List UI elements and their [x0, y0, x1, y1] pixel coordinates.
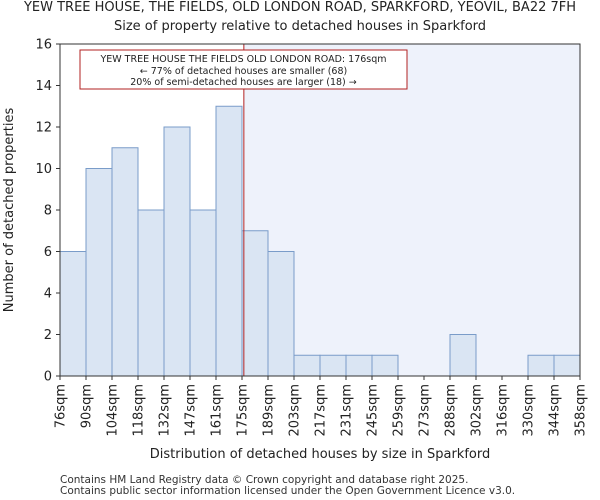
footer-line-2: Contains public sector information licen… — [60, 485, 516, 497]
y-axis: 0 2 4 6 8 10 12 14 16 — [35, 38, 60, 385]
x-tick-label-358sqm: 358sqm — [574, 384, 589, 437]
x-tick-label-302sqm: 302sqm — [470, 384, 485, 437]
y-axis-label: Number of detached properties — [2, 108, 17, 313]
x-tick-label-132sqm: 132sqm — [158, 384, 173, 437]
bar-175sqm — [241, 230, 269, 377]
y-tick-label-6: 6 — [44, 245, 52, 260]
bar-231sqm — [345, 354, 373, 377]
x-tick-label-217sqm: 217sqm — [314, 384, 329, 437]
x-tick-label-76sqm: 76sqm — [54, 384, 69, 428]
x-axis: 76sqm 90sqm 104sqm 118sqm 132sqm 147sqm 161sqm… — [54, 376, 589, 437]
chart-subtitle: Size of property relative to detached ho… — [113, 19, 487, 34]
y-tick-label-12: 12 — [35, 121, 52, 136]
bars-group — [59, 105, 581, 377]
y-tick-label-0: 0 — [44, 370, 52, 385]
x-tick-label-231sqm: 231sqm — [340, 384, 355, 437]
x-tick-label-330sqm: 330sqm — [522, 384, 537, 437]
bar-118sqm — [137, 209, 165, 377]
bar-132sqm — [163, 126, 191, 377]
annotation-box: YEW TREE HOUSE THE FIELDS OLD LONDON ROA… — [79, 49, 408, 90]
x-tick-label-104sqm: 104sqm — [106, 384, 121, 437]
bar-217sqm — [319, 354, 347, 377]
x-tick-label-344sqm: 344sqm — [548, 384, 563, 437]
highlight-region — [243, 44, 580, 376]
bar-203sqm — [293, 354, 321, 377]
bar-90sqm — [85, 168, 113, 377]
y-tick-label-10: 10 — [35, 162, 52, 177]
x-tick-label-259sqm: 259sqm — [392, 384, 407, 437]
bar-288sqm — [449, 334, 477, 377]
x-tick-label-273sqm: 273sqm — [418, 384, 433, 437]
annotation-line-2: ← 77% of detached houses are smaller (68… — [140, 66, 347, 77]
annotation-line-1: YEW TREE HOUSE THE FIELDS OLD LONDON ROA… — [99, 54, 386, 65]
x-tick-label-118sqm: 118sqm — [132, 384, 147, 437]
y-tick-label-2: 2 — [44, 328, 52, 343]
bar-147sqm — [189, 209, 217, 377]
bar-161sqm — [215, 105, 243, 377]
y-tick-label-16: 16 — [35, 38, 52, 53]
x-tick-label-175sqm: 175sqm — [236, 384, 251, 437]
bar-245sqm — [371, 354, 399, 377]
bar-chart: 0 2 4 6 8 10 12 14 16 76sqm 90sqm 104sqm 118sqm 132s… — [2, 38, 589, 463]
x-tick-label-203sqm: 203sqm — [288, 384, 303, 437]
y-tick-label-14: 14 — [35, 79, 52, 94]
bar-344sqm — [553, 354, 581, 377]
bar-330sqm — [527, 354, 555, 377]
x-tick-label-288sqm: 288sqm — [444, 384, 459, 437]
x-tick-label-147sqm: 147sqm — [184, 384, 199, 437]
x-tick-label-245sqm: 245sqm — [366, 384, 381, 437]
annotation-frame — [79, 49, 408, 90]
chart-title: YEW TREE HOUSE, THE FIELDS, OLD LONDON R… — [23, 0, 577, 15]
y-tick-label-8: 8 — [44, 204, 52, 219]
bar-76sqm — [59, 251, 87, 377]
footer-line-1: Contains HM Land Registry data © Crown c… — [60, 474, 469, 486]
y-tick-label-4: 4 — [44, 287, 52, 302]
annotation-line-3: 20% of semi-detached houses are larger (… — [130, 77, 357, 88]
bar-104sqm — [111, 147, 139, 377]
x-tick-label-189sqm: 189sqm — [262, 384, 277, 437]
x-tick-label-316sqm: 316sqm — [496, 384, 511, 437]
x-axis-label: Distribution of detached houses by size … — [150, 447, 490, 462]
x-tick-label-90sqm: 90sqm — [80, 384, 95, 428]
bar-189sqm — [267, 251, 295, 377]
x-tick-label-161sqm: 161sqm — [210, 384, 225, 437]
